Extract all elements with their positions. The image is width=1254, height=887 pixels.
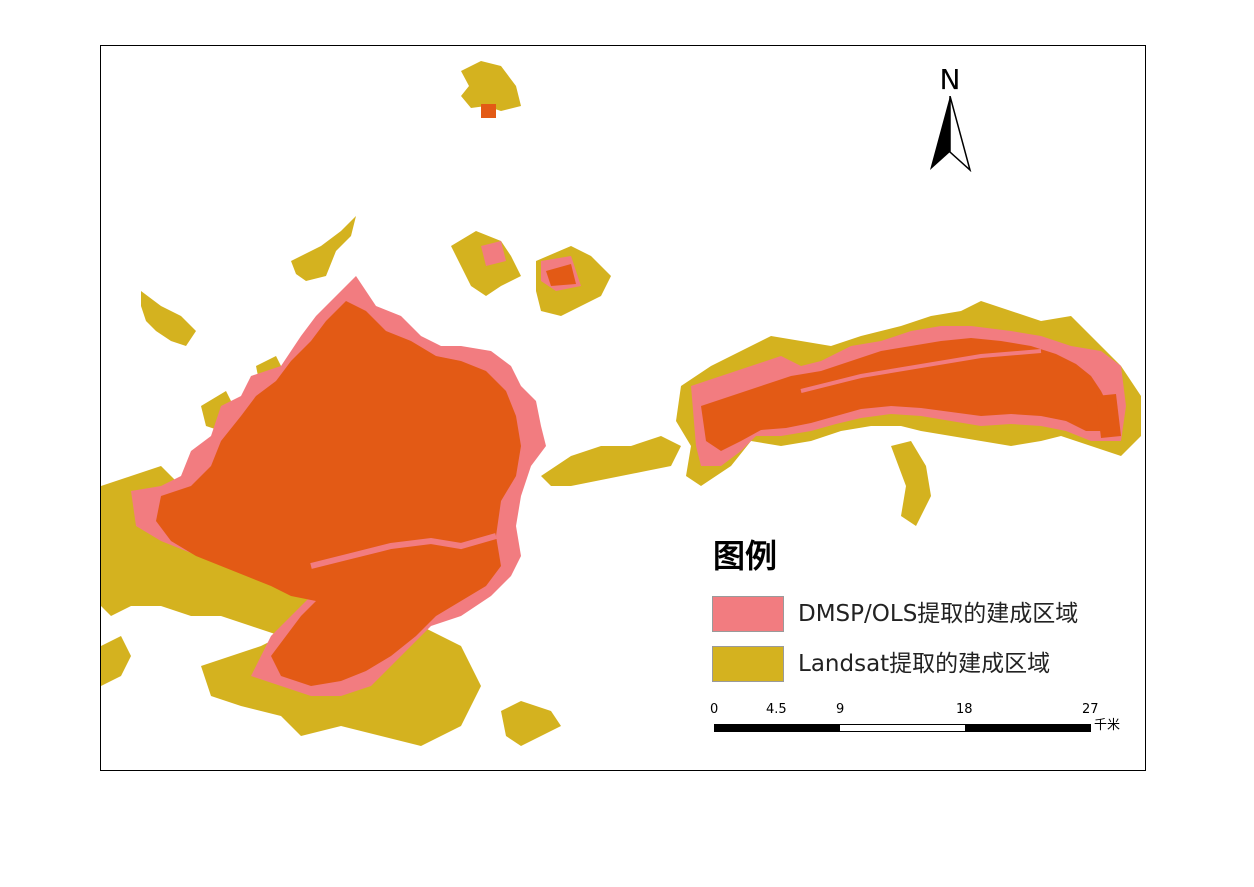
- north-label: N: [939, 63, 961, 96]
- scale-segment-3: [839, 724, 966, 732]
- scale-segment-2: [776, 724, 840, 732]
- overlap-area: [1096, 394, 1121, 438]
- scale-bar: 0 4.5 9 18 27 千米: [708, 702, 1138, 742]
- landsat-area: [891, 441, 931, 526]
- scale-segment-4: [965, 724, 1091, 732]
- dmsp-area: [481, 241, 506, 266]
- map-canvas: [101, 61, 1141, 746]
- scale-tick-1: 4.5: [766, 702, 787, 717]
- legend-label-landsat: Landsat提取的建成区域: [798, 651, 1051, 677]
- landsat-area: [291, 216, 356, 281]
- legend-title: 图例: [713, 537, 778, 575]
- scale-tick-2: 9: [836, 702, 845, 717]
- legend-swatch-landsat: [712, 646, 784, 682]
- landsat-area: [101, 466, 481, 746]
- map-frame: [100, 45, 1146, 771]
- landsat-area: [101, 636, 131, 686]
- overlap-area: [156, 301, 521, 686]
- legend-label-dmsp: DMSP/OLS提取的建成区域: [798, 601, 1079, 627]
- overlap-area: [546, 264, 576, 286]
- scale-unit: 千米: [1094, 718, 1121, 733]
- overlap-area: [481, 104, 496, 118]
- scale-tick-0: 0: [710, 702, 719, 717]
- landsat-area: [461, 61, 521, 111]
- river-line: [310, 533, 497, 569]
- north-arrow-icon: [930, 96, 972, 172]
- landsat-area: [541, 436, 681, 486]
- scale-tick-3: 18: [956, 702, 973, 717]
- landsat-area: [141, 291, 196, 346]
- scale-tick-4: 27: [1082, 702, 1099, 717]
- landsat-area: [501, 701, 561, 746]
- scale-segment-1: [714, 724, 777, 732]
- legend-swatch-dmsp: [712, 596, 784, 632]
- overlap-built-up-layer: [156, 104, 1121, 686]
- overlap-area: [701, 338, 1111, 451]
- river-line: [800, 349, 1042, 393]
- north-arrow: N: [926, 66, 974, 174]
